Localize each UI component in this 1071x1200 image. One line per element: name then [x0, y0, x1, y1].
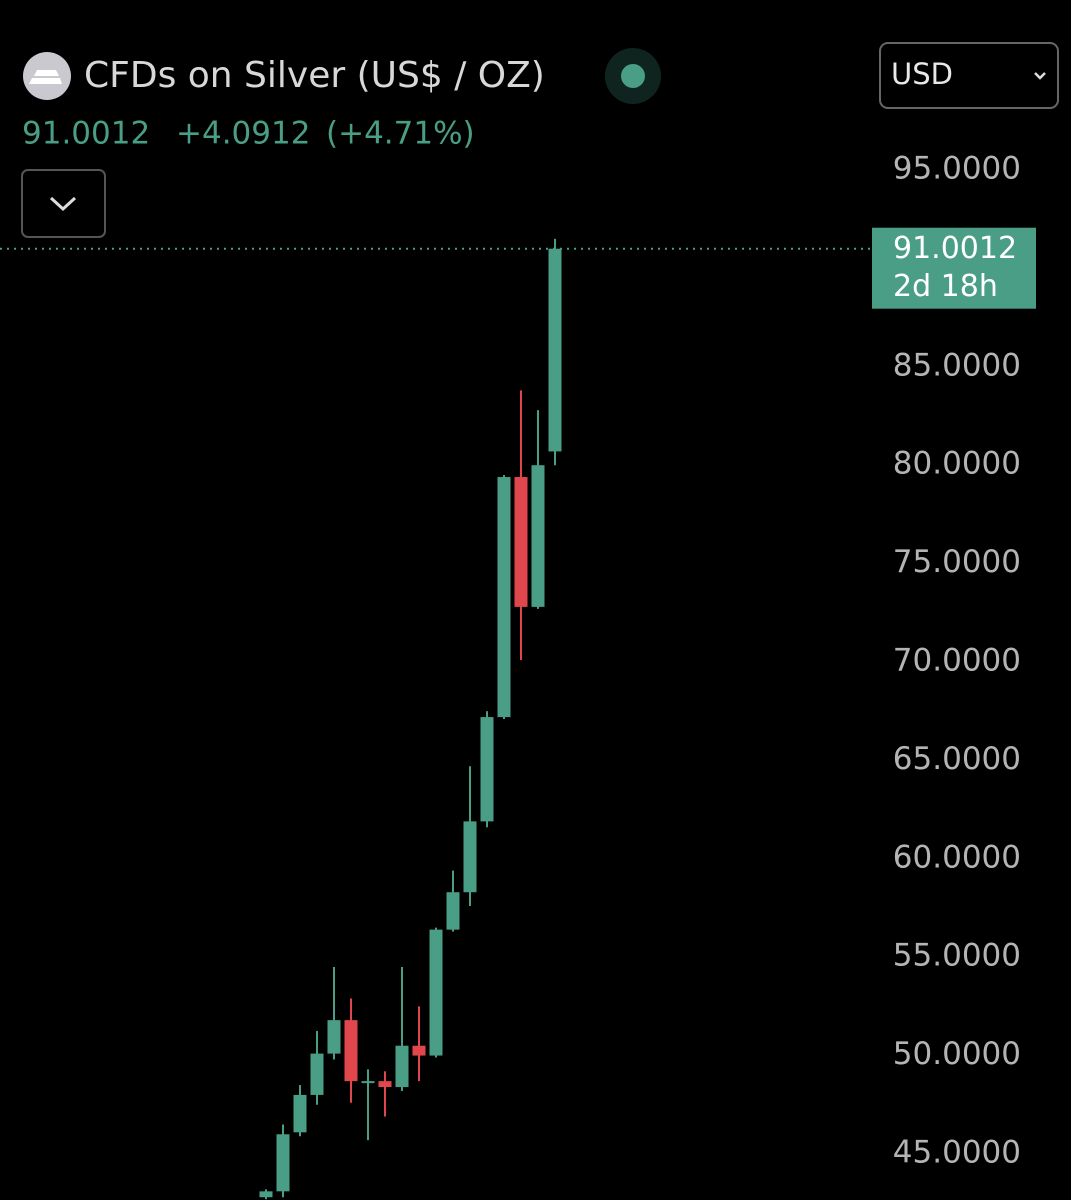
- market-open-dot: [621, 64, 645, 88]
- candle-body: [463, 821, 477, 893]
- candle-body: [429, 929, 443, 1056]
- y-tick-label: 65.0000: [893, 741, 1021, 777]
- y-tick-label: 60.0000: [893, 839, 1021, 875]
- silver-bars: [29, 70, 62, 84]
- y-tick-label: 55.0000: [893, 938, 1021, 974]
- chart-title: CFDs on Silver (US$ / OZ): [84, 55, 545, 96]
- y-tick-label: 95.0000: [893, 151, 1021, 187]
- y-axis: 45.0000 50.0000 55.0000 60.0000 65.0000 70.00…: [872, 151, 1036, 1170]
- select-chevron: [1034, 72, 1046, 80]
- y-tick-label: 80.0000: [893, 446, 1021, 482]
- y-tick-label: 70.0000: [893, 642, 1021, 678]
- y-tick-label: 85.0000: [893, 347, 1021, 383]
- candle-body: [344, 1020, 358, 1082]
- candle-body: [446, 892, 460, 930]
- candle-body: [412, 1045, 426, 1056]
- plot-area: [0, 238, 872, 1200]
- candle-body: [327, 1020, 341, 1054]
- y-tick-label: 45.0000: [893, 1134, 1021, 1170]
- candle-body: [480, 717, 494, 822]
- candle-body: [395, 1045, 409, 1088]
- last-price-badge: [872, 227, 1036, 309]
- y-tick-label: 75.0000: [893, 544, 1021, 580]
- last-price-label: 91.0012: [893, 231, 1017, 266]
- y-tick-label: 50.0000: [893, 1036, 1021, 1072]
- chevron: [49, 196, 77, 212]
- candle-body: [293, 1094, 307, 1133]
- candle-body: [548, 248, 562, 452]
- candle-body: [310, 1053, 324, 1095]
- header-change: +4.0912: [176, 116, 310, 152]
- candle-body: [531, 465, 545, 607]
- candle-body: [276, 1134, 290, 1192]
- currency-label: USD: [891, 57, 953, 91]
- candle-body: [378, 1081, 392, 1088]
- countdown-label: 2d 18h: [893, 269, 998, 304]
- candle-body: [497, 477, 511, 718]
- candle-body: [259, 1191, 273, 1198]
- header-change-percent: (+4.71%): [326, 116, 475, 152]
- currency-select[interactable]: [879, 42, 1059, 109]
- collapse-button[interactable]: [21, 169, 106, 238]
- header-price: 91.0012: [22, 116, 150, 152]
- candle-body: [514, 477, 528, 607]
- candle-body: [361, 1081, 375, 1084]
